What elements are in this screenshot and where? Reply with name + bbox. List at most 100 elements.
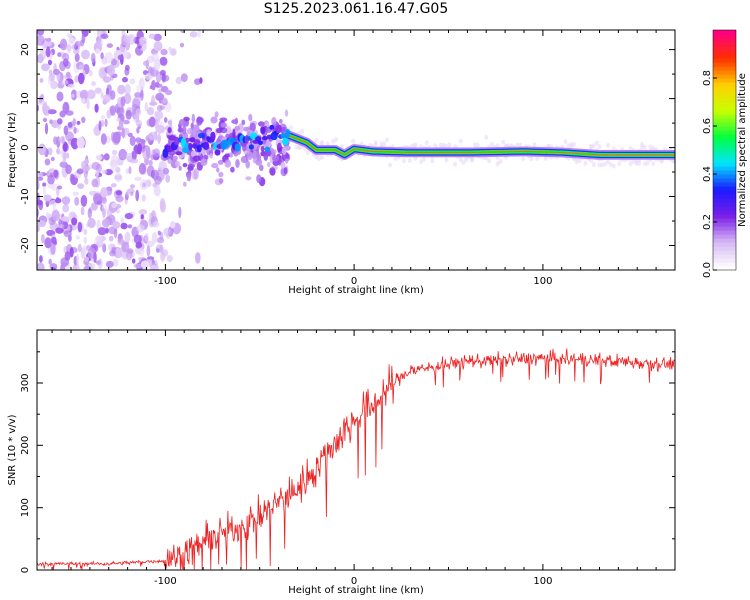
halo-blob: [382, 141, 387, 147]
noise-blob: [77, 72, 85, 85]
colorbar-cell: [713, 146, 736, 151]
noise-blob: [132, 98, 141, 109]
halo-blob: [453, 161, 458, 167]
noise-blob: [120, 33, 129, 46]
noise-blob: [53, 68, 60, 76]
halo-blob: [373, 141, 378, 147]
noise-blob: [78, 64, 85, 71]
bottom-y-tick-label: 0: [20, 567, 31, 573]
noise-blob: [89, 263, 96, 270]
noise-blob: [60, 79, 69, 85]
noise-blob: [53, 136, 58, 145]
noise-blob: [48, 69, 53, 75]
halo-blob: [645, 160, 650, 166]
noise-blob: [276, 142, 282, 153]
noise-blob: [122, 76, 128, 83]
noise-blob: [87, 208, 92, 219]
halo-blob: [470, 157, 475, 163]
noise-blob: [41, 63, 50, 72]
noise-blob: [246, 151, 254, 161]
halo-blob: [594, 140, 599, 146]
noise-blob: [73, 126, 77, 134]
noise-blob: [57, 224, 65, 229]
noise-blob: [45, 46, 51, 58]
noise-blob: [118, 120, 124, 129]
noise-blob: [271, 117, 277, 126]
colorbar-cell: [713, 42, 736, 47]
colorbar-cell: [713, 158, 736, 163]
noise-blob: [77, 183, 85, 190]
noise-blob: [152, 221, 160, 228]
top-y-tick-label: 20: [20, 43, 31, 56]
colorbar-cell: [713, 82, 736, 87]
noise-blob: [46, 229, 56, 237]
noise-blob: [145, 72, 153, 81]
noise-blob: [110, 183, 117, 188]
ridge-blob: [168, 135, 177, 141]
noise-blob: [133, 234, 142, 244]
noise-blob: [110, 155, 119, 165]
colorbar-cell: [713, 250, 736, 255]
noise-blob: [154, 175, 162, 185]
noise-blob: [102, 243, 107, 253]
bottom-x-tick-label: 100: [533, 576, 552, 587]
noise-blob: [117, 84, 126, 95]
colorbar-cell: [713, 242, 736, 247]
noise-blob: [167, 127, 172, 134]
colorbar-cell: [713, 258, 736, 263]
noise-blob: [163, 227, 171, 237]
noise-blob: [120, 96, 126, 107]
noise-blob: [211, 162, 219, 169]
noise-blob: [138, 247, 145, 257]
noise-blob: [51, 267, 57, 270]
noise-blob: [37, 220, 46, 228]
noise-blob: [151, 80, 156, 91]
colorbar-cell: [713, 170, 736, 175]
noise-blob: [124, 64, 130, 71]
colorbar-cell: [713, 38, 736, 43]
noise-blob: [80, 195, 88, 207]
noise-blob: [55, 196, 60, 204]
noise-blob: [57, 150, 61, 155]
noise-blob: [96, 200, 103, 206]
noise-blob: [136, 224, 145, 233]
ridge-blob: [258, 140, 263, 145]
noise-blob: [111, 202, 118, 208]
halo-blob: [334, 137, 339, 142]
noise-blob: [104, 118, 108, 128]
noise-blob: [44, 237, 52, 249]
noise-blob: [62, 152, 67, 164]
noise-blob: [140, 214, 144, 220]
noise-blob: [45, 41, 52, 47]
colorbar-cell: [713, 194, 736, 199]
noise-blob: [47, 109, 57, 115]
halo-blob: [671, 158, 675, 164]
halo-blob: [351, 138, 356, 144]
noise-blob: [155, 248, 160, 253]
noise-blob: [37, 30, 45, 36]
noise-blob: [110, 105, 116, 116]
noise-blob: [224, 159, 232, 168]
ridge-band: [287, 134, 675, 156]
noise-blob: [129, 158, 139, 164]
noise-blob: [210, 146, 214, 152]
noise-blob: [192, 155, 201, 162]
noise-blob: [113, 226, 118, 239]
noise-blob: [59, 38, 68, 51]
noise-blob: [145, 59, 149, 70]
noise-blob: [115, 166, 121, 173]
ridge-blob: [234, 143, 241, 152]
noise-blob: [206, 129, 212, 137]
noise-blob: [135, 137, 142, 143]
noise-blob: [174, 160, 181, 167]
noise-blob: [55, 227, 64, 234]
noise-blob: [285, 158, 289, 164]
noise-blob: [56, 185, 63, 190]
top-y-tick-label: 10: [20, 92, 31, 105]
colorbar-cell: [713, 182, 736, 187]
bottom-y-tick-label: 300: [20, 373, 31, 392]
noise-blob: [74, 75, 79, 83]
noise-blob: [75, 254, 80, 266]
noise-blob: [193, 168, 199, 180]
noise-blob: [100, 52, 104, 60]
